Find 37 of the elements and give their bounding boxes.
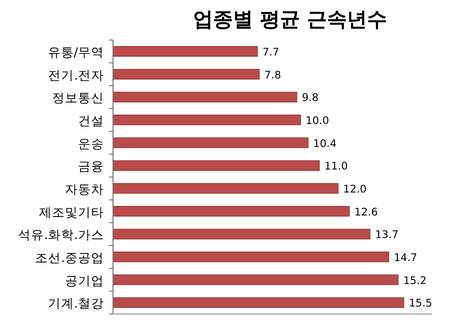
- bar: [112, 160, 320, 171]
- y-tick-label: 자동차: [65, 181, 104, 196]
- data-label: 12.6: [354, 206, 378, 218]
- bar: [112, 297, 404, 308]
- y-tick-label: 전기.전자: [48, 67, 104, 82]
- bar: [112, 137, 308, 148]
- data-label: 7.8: [264, 69, 282, 82]
- data-label: 10.4: [313, 138, 337, 150]
- bar: [112, 46, 258, 57]
- data-label: 12.0: [343, 183, 367, 196]
- y-tick-label: 기계.철강: [48, 296, 104, 311]
- bar: [112, 206, 350, 217]
- data-label: 15.5: [408, 298, 432, 310]
- y-tick-label: 유통/무역: [48, 44, 104, 60]
- bar: [112, 114, 301, 126]
- chart-title: 업종별 평균 근속년수: [193, 7, 387, 31]
- y-tick-label: 금융: [78, 158, 104, 174]
- y-tick-label: 정보통신: [52, 90, 104, 106]
- data-label: 7.7: [262, 46, 280, 58]
- bar: [112, 68, 260, 80]
- data-label: 13.7: [375, 229, 398, 242]
- bar: [112, 274, 399, 286]
- data-label: 9.8: [302, 92, 319, 104]
- data-label: 11.0: [324, 160, 348, 173]
- bar: [112, 252, 390, 262]
- y-tick-label: 공기업: [65, 272, 104, 288]
- y-tick-label: 석유.화학.가스: [18, 227, 104, 242]
- y-tick-label: 제조및기타: [39, 204, 104, 220]
- y-tick-label: 건설: [78, 112, 104, 128]
- data-label: 10.0: [306, 114, 330, 127]
- y-tick-label: 조선.중공업: [35, 250, 104, 265]
- y-tick-label: 운송: [78, 136, 104, 151]
- bar: [112, 228, 370, 240]
- bar: [112, 183, 338, 194]
- bar: [112, 92, 298, 102]
- data-label: 14.7: [394, 252, 418, 264]
- data-label: 15.2: [403, 274, 427, 287]
